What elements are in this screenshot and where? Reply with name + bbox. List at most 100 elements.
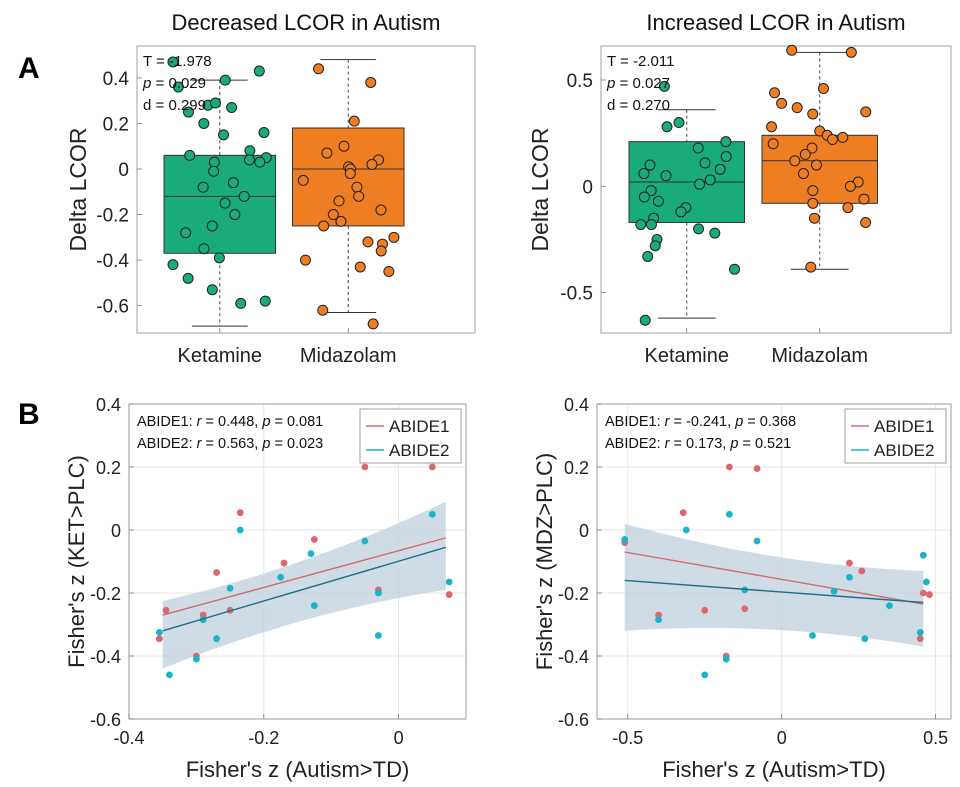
data-point	[383, 266, 395, 277]
data-point	[842, 202, 854, 214]
point-abide1	[236, 509, 244, 517]
data-point	[638, 168, 650, 180]
data-point	[258, 127, 270, 139]
data-point	[366, 158, 378, 170]
data-point	[180, 227, 192, 239]
y-axis-label: Fisher's z (MDZ>PLC)	[532, 453, 557, 671]
point-abide1	[213, 569, 221, 576]
data-point	[786, 44, 798, 56]
data-point	[807, 185, 819, 197]
data-point	[661, 121, 673, 133]
point-abide2	[655, 616, 662, 624]
data-point	[243, 154, 255, 166]
x-tick-label: -0.4	[113, 728, 144, 748]
data-point	[810, 159, 822, 171]
data-point	[652, 195, 664, 207]
stat-value: = 0.029	[151, 75, 206, 92]
y-axis-label: Delta LCOR	[65, 128, 91, 252]
data-point	[338, 140, 350, 152]
data-point	[791, 102, 803, 114]
stat-prefix: p	[606, 75, 615, 92]
confidence-band	[624, 523, 924, 647]
data-point	[645, 185, 657, 197]
data-point	[806, 142, 818, 154]
y-tick-label: -0.5	[560, 284, 593, 305]
point-abide1	[655, 611, 662, 619]
point-abide2	[916, 628, 924, 636]
stat-line: d = 0.299	[143, 97, 206, 114]
point-abide2	[236, 526, 244, 534]
y-tick-label: -0.4	[558, 647, 589, 667]
point-abide1	[701, 606, 709, 614]
point-abide1	[846, 559, 853, 567]
stat-line: ABIDE2: r = 0.563, p = 0.023	[137, 436, 323, 452]
data-point	[375, 204, 387, 216]
data-point	[807, 108, 819, 120]
data-point	[172, 81, 184, 93]
point-abide1	[428, 463, 436, 471]
point-abide1	[361, 463, 369, 471]
point-abide1	[199, 611, 207, 619]
fit-line-abide2	[624, 579, 924, 604]
stat-r-value: = -0.241,	[669, 414, 735, 430]
stat-r-value: = 0.173,	[669, 436, 730, 452]
data-point	[789, 155, 801, 167]
point-abide2	[861, 635, 869, 643]
point-abide1	[858, 567, 866, 575]
data-point	[720, 136, 732, 148]
data-point	[238, 190, 250, 202]
data-point	[351, 181, 363, 193]
stat-p-symbol: p	[734, 414, 743, 430]
data-point	[658, 80, 670, 92]
point-abide2	[922, 578, 930, 586]
point-abide1	[679, 509, 687, 517]
point-abide1	[753, 465, 761, 472]
chart-mdz-vs-autism: -0.6 -0.4 -0.2 0 0.2 0.4 -0.5 0 0.5 Fisher's z (A…	[532, 395, 952, 782]
point-abide1	[445, 591, 453, 598]
data-point	[335, 215, 347, 227]
axes-frame	[136, 45, 476, 334]
data-point	[321, 147, 333, 159]
data-point	[218, 129, 230, 141]
stat-value: -1.978	[169, 53, 212, 70]
data-point	[317, 304, 329, 316]
data-point	[226, 102, 238, 113]
point-abide2	[193, 655, 200, 663]
stat-prefix: p	[142, 75, 151, 92]
y-tick-label: 0.4	[103, 69, 130, 90]
stat-r-symbol: r	[197, 436, 203, 452]
data-point	[769, 87, 781, 99]
data-point	[167, 259, 179, 271]
data-point	[776, 97, 788, 109]
stat-dataset: ABIDE2:	[605, 436, 665, 452]
x-axis-label: Fisher's z (Autism>TD)	[662, 757, 886, 782]
point-abide2	[307, 550, 315, 558]
axes-frame	[596, 403, 952, 720]
stat-line: ABIDE1: r = 0.448, p = 0.081	[137, 414, 323, 430]
data-point	[714, 163, 726, 175]
x-tick-label: 0	[777, 728, 787, 748]
point-abide2	[166, 671, 173, 679]
stat-prefix: d =	[607, 97, 632, 114]
stat-r-value: = 0.563,	[201, 436, 262, 452]
y-axis-label: Delta LCOR	[527, 128, 553, 252]
point-abide1	[310, 536, 318, 543]
data-point	[299, 254, 311, 266]
data-point	[362, 236, 374, 248]
y-axis-label: Fisher's z (KET>PLC)	[64, 455, 89, 668]
y-tick-label: 0.5	[567, 71, 593, 92]
legend-label: ABIDE1	[874, 417, 934, 436]
data-point	[182, 106, 194, 118]
data-point	[197, 181, 209, 193]
y-tick-label: 0.2	[96, 458, 121, 478]
category-label: Ketamine	[645, 345, 730, 367]
fit-line-abide1	[162, 537, 446, 616]
stat-dataset: ABIDE1:	[605, 414, 665, 430]
legend: ABIDE1 ABIDE2	[844, 408, 947, 464]
stat-p-symbol: p	[729, 436, 738, 452]
data-point	[805, 261, 817, 273]
stat-dataset: ABIDE2:	[137, 436, 197, 452]
stat-r-symbol: r	[665, 414, 671, 430]
stat-p-symbol: p	[261, 414, 270, 430]
data-point	[388, 231, 400, 243]
